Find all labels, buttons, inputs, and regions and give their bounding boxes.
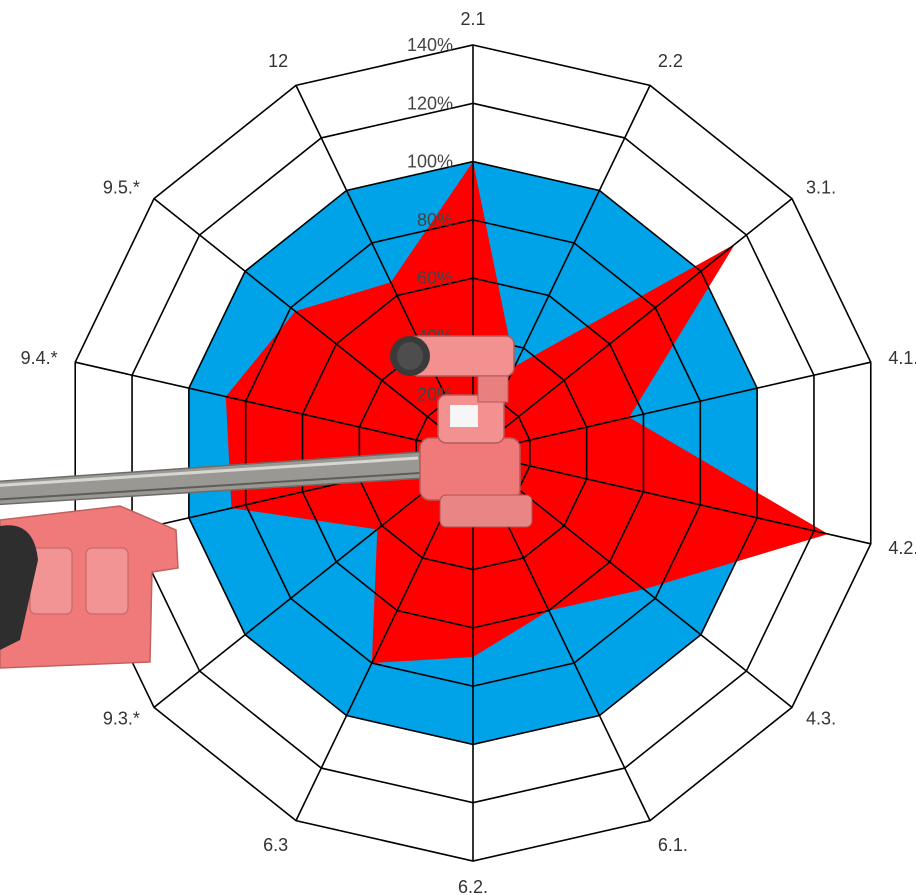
tick-label: 80% <box>417 210 453 230</box>
tick-label: 140% <box>407 35 453 55</box>
category-label: 6.3 <box>263 835 288 855</box>
category-label: 9.4.* <box>21 348 58 368</box>
wrench-tool-icon <box>0 335 533 669</box>
grid-spoke-2 <box>472 197 793 454</box>
tick-label-layer: 20%40%60%80%100%120%140% <box>407 35 453 405</box>
tick-label: 100% <box>407 152 453 172</box>
category-label: 4.2. <box>888 538 916 558</box>
category-label: 4.1. <box>888 348 916 368</box>
category-label: 6.1. <box>658 835 688 855</box>
grid-spoke-12 <box>153 197 474 454</box>
grid-spoke-11 <box>75 361 474 454</box>
category-label: 4.3. <box>806 709 836 729</box>
category-label: 9.5.* <box>103 177 140 197</box>
grid-spoke-13 <box>295 85 474 454</box>
category-label-layer: 2.1 2.2 3.1. 4.1. 4.2. 4.3. 6.1. 6.2. 6.3 9.3.* 9.… <box>21 9 916 895</box>
category-label: 2.1 <box>460 9 485 29</box>
tick-label: 120% <box>407 93 453 113</box>
category-label: 12 <box>268 51 288 71</box>
category-label: 3.1. <box>806 177 836 197</box>
grid-spoke-3 <box>472 361 871 454</box>
category-label: 9.3.* <box>103 709 140 729</box>
grid-spoke-9 <box>153 452 474 709</box>
category-label: 2.2 <box>658 51 683 71</box>
category-label: 6.2. <box>458 877 488 895</box>
tick-label: 60% <box>417 268 453 288</box>
grid-spoke-4 <box>472 452 871 545</box>
series-1-area <box>225 161 829 664</box>
